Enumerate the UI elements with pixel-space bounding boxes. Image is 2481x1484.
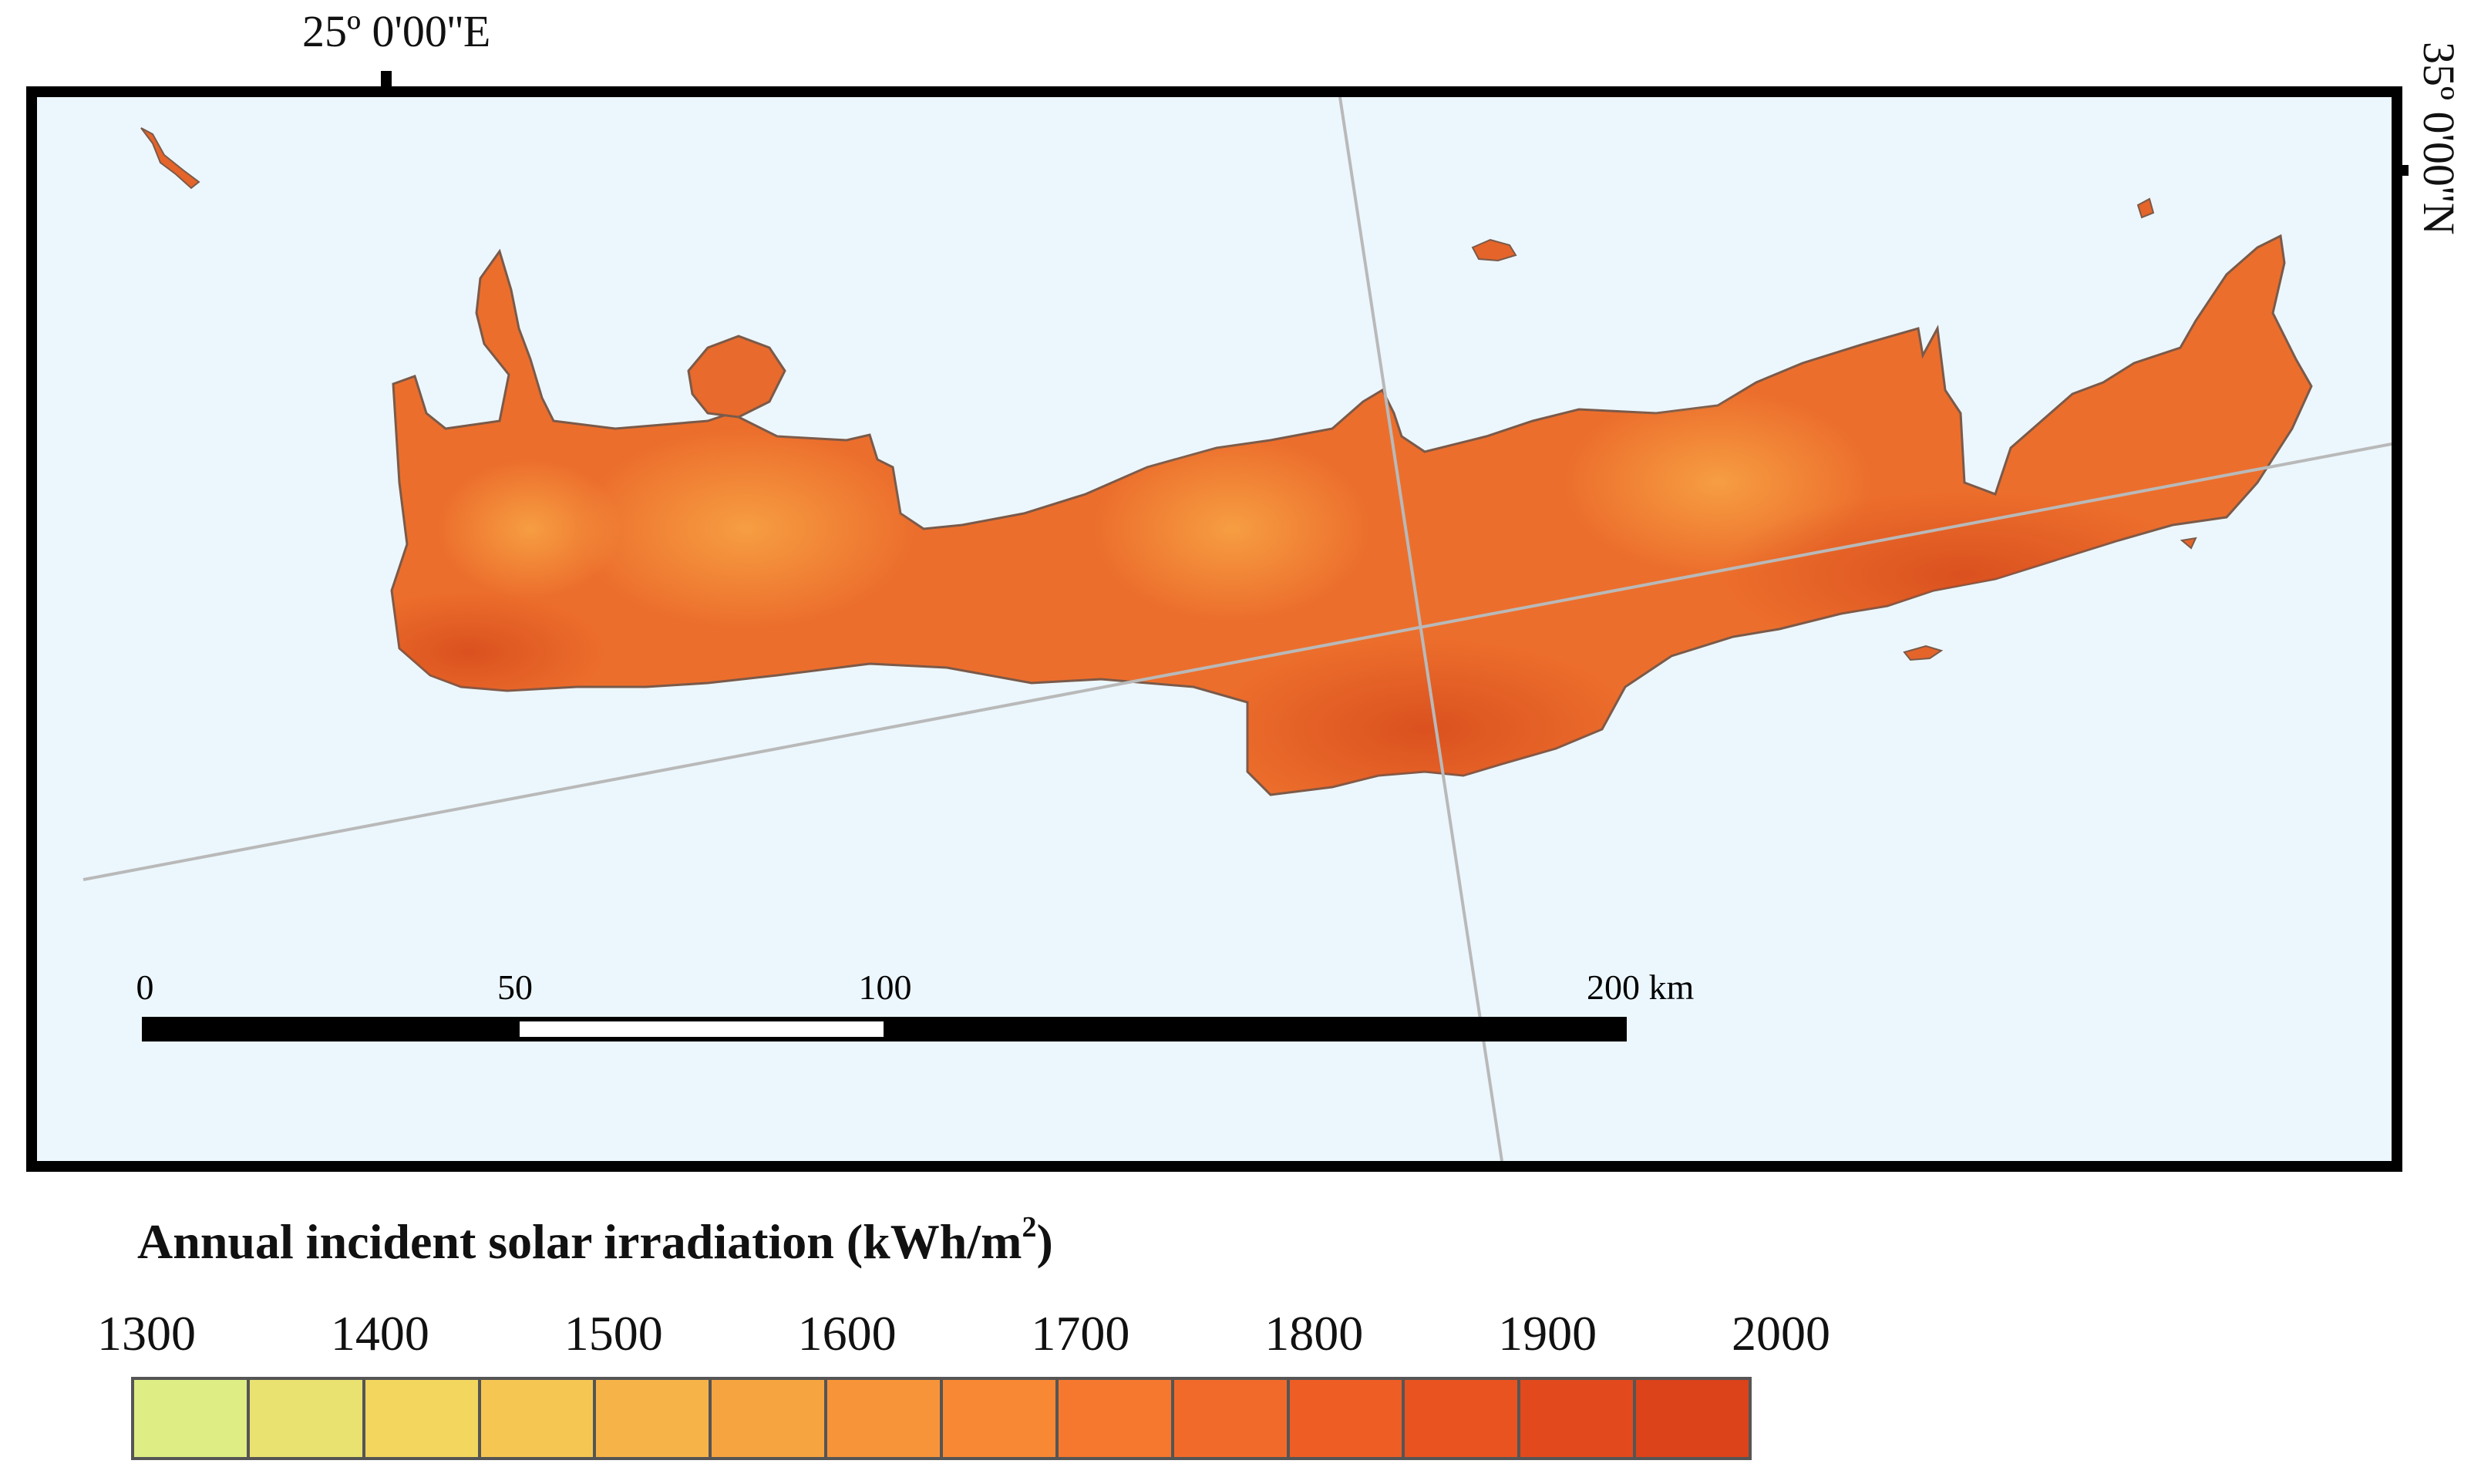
legend-label: 1900 [1498, 1306, 1597, 1361]
longitude-tick [381, 71, 392, 88]
legend-label: 2000 [1732, 1306, 1830, 1361]
longitude-label: 25º 0'00''E [302, 6, 491, 56]
scale-label-0: 0 [136, 967, 154, 1007]
latitude-label: 35º 0'00''N [2414, 42, 2464, 235]
legend-swatch [712, 1380, 828, 1457]
scale-label-200: 200 km [1587, 967, 1695, 1007]
legend-swatch [1289, 1380, 1405, 1457]
islet-northeast [2136, 197, 2155, 219]
scale-bar-track [142, 1017, 1627, 1041]
scale-bar-segment [520, 1021, 884, 1037]
islet-east [2180, 537, 2197, 550]
legend-swatch [134, 1380, 250, 1457]
legend-label: 1400 [330, 1306, 429, 1361]
legend-swatch [1173, 1380, 1290, 1457]
legend-label: 1700 [1031, 1306, 1130, 1361]
scale-label-100: 100 [859, 967, 912, 1007]
legend-title-superscript: 2 [1022, 1211, 1037, 1243]
map-frame: 0 50 100 200 km [26, 86, 2402, 1172]
legend-title: Annual incident solar irradiation (kWh/m… [137, 1196, 1053, 1273]
legend-label: 1800 [1264, 1306, 1364, 1361]
meridian-line [1338, 97, 1503, 1161]
islet-koufonisi [1903, 644, 1944, 661]
scale-label-50: 50 [497, 967, 533, 1007]
legend-swatch [1636, 1380, 1749, 1457]
scale-bar: 0 50 100 200 km [136, 967, 1695, 1041]
legend-swatch [249, 1380, 365, 1457]
legend-swatch [943, 1380, 1059, 1457]
legend-title-suffix: ) [1036, 1214, 1053, 1269]
legend-title-text: Annual incident solar irradiation (kWh/m [137, 1214, 1022, 1269]
legend-swatch [365, 1380, 481, 1457]
legend-swatch [480, 1380, 597, 1457]
islet-dia [1471, 238, 1517, 262]
legend-swatch [1058, 1380, 1174, 1457]
legend-color-bar [131, 1377, 1752, 1460]
legend-label: 1300 [97, 1306, 196, 1361]
legend-swatch [596, 1380, 712, 1457]
legend-swatch [1520, 1380, 1637, 1457]
legend-labels: 1300 1400 1500 1600 1700 1800 1900 2000 [0, 1303, 2481, 1365]
islet-northwest [140, 127, 200, 190]
gramvousa-peninsula [687, 335, 786, 419]
legend-swatch [827, 1380, 944, 1457]
legend-label: 1500 [564, 1306, 663, 1361]
parallel-line [82, 443, 2392, 881]
legend-label: 1600 [797, 1306, 897, 1361]
map-canvas: 0 50 100 200 km [37, 97, 2392, 1161]
legend-swatch [1405, 1380, 1521, 1457]
